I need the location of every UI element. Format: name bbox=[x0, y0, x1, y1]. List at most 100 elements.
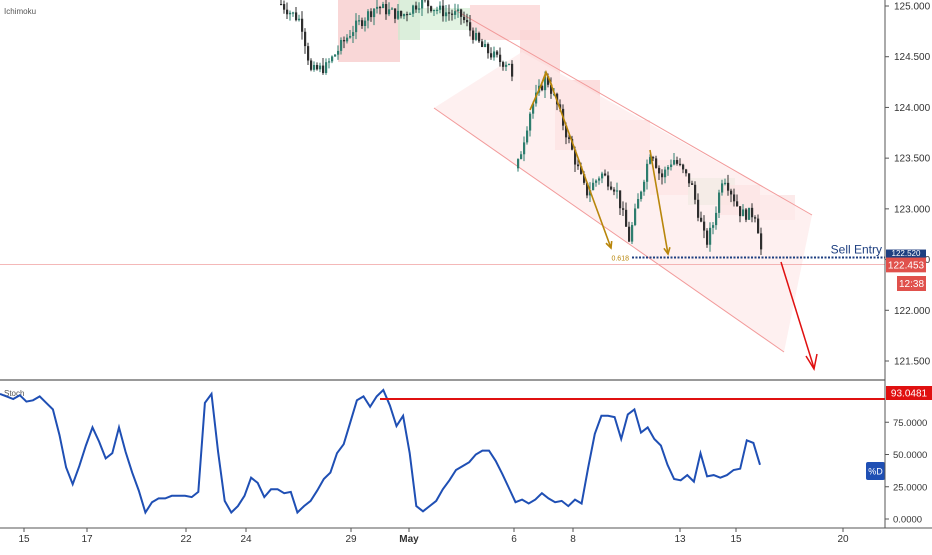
candle-body bbox=[349, 36, 351, 38]
candle-body bbox=[463, 17, 465, 20]
candle-body bbox=[415, 6, 417, 10]
candle-body bbox=[454, 11, 456, 15]
candle-body bbox=[433, 10, 435, 11]
candle-body bbox=[358, 20, 360, 21]
candle-body bbox=[313, 65, 315, 70]
candle-body bbox=[727, 183, 729, 191]
candle-body bbox=[283, 4, 285, 10]
candle-body bbox=[376, 7, 378, 9]
candle-body bbox=[340, 40, 342, 51]
candle-body bbox=[712, 225, 714, 228]
candle-body bbox=[682, 165, 684, 170]
candle-body bbox=[700, 218, 702, 222]
candle-body bbox=[445, 12, 447, 16]
candle-body bbox=[304, 32, 306, 46]
candle-body bbox=[595, 181, 597, 183]
candle-body bbox=[739, 206, 741, 216]
candle-body bbox=[715, 213, 717, 225]
candle-body bbox=[604, 174, 606, 176]
candle-body bbox=[307, 46, 309, 60]
candle-body bbox=[748, 208, 750, 220]
candle-body bbox=[625, 210, 627, 227]
candle-body bbox=[601, 174, 603, 179]
candle-body bbox=[292, 12, 294, 13]
candle-body bbox=[526, 131, 528, 143]
candle-body bbox=[676, 160, 678, 164]
candle-body bbox=[508, 64, 510, 65]
candle-body bbox=[736, 201, 738, 206]
candle-body bbox=[421, 0, 423, 8]
candle-body bbox=[370, 11, 372, 17]
time-tick-label: 15 bbox=[18, 534, 30, 545]
candle-body bbox=[436, 10, 438, 11]
candle-body bbox=[400, 11, 402, 16]
candle-body bbox=[439, 6, 441, 10]
candle-body bbox=[643, 182, 645, 192]
candle-body bbox=[523, 142, 525, 154]
candle-body bbox=[751, 208, 753, 217]
candle-body bbox=[679, 164, 681, 165]
candle-body bbox=[343, 40, 345, 41]
candle-body bbox=[409, 14, 411, 15]
candle-body bbox=[484, 44, 486, 47]
candle-body bbox=[502, 62, 504, 67]
stoch-level-text: 93.0481 bbox=[891, 389, 928, 400]
countdown-text: 12:38 bbox=[899, 279, 924, 290]
candle-body bbox=[616, 190, 618, 191]
candle-body bbox=[406, 14, 408, 15]
candle-body bbox=[460, 9, 462, 16]
price-tick-label: 121.500 bbox=[894, 357, 931, 368]
candle-body bbox=[469, 22, 471, 30]
candle-body bbox=[397, 11, 399, 19]
candle-body bbox=[496, 51, 498, 54]
candle-body bbox=[322, 66, 324, 73]
candle-body bbox=[640, 192, 642, 199]
time-tick-label: 29 bbox=[345, 534, 357, 545]
price-tick-label: 123.000 bbox=[894, 204, 931, 215]
candle-body bbox=[493, 51, 495, 57]
candle-body bbox=[361, 20, 363, 26]
candle-body bbox=[646, 164, 648, 182]
candle-body bbox=[472, 31, 474, 40]
candle-body bbox=[490, 53, 492, 57]
candle-body bbox=[355, 21, 357, 33]
candle-body bbox=[511, 64, 513, 77]
candle-body bbox=[754, 217, 756, 218]
candle-body bbox=[607, 175, 609, 186]
stoch-tick-label: 75.0000 bbox=[893, 418, 927, 429]
candle-body bbox=[691, 183, 693, 185]
candle-body bbox=[655, 158, 657, 168]
stoch-tick-label: 50.0000 bbox=[893, 450, 927, 461]
candle-body bbox=[667, 167, 669, 170]
candle-body bbox=[388, 9, 390, 14]
candle-body bbox=[319, 66, 321, 70]
candle-body bbox=[457, 9, 459, 11]
candle-body bbox=[310, 60, 312, 69]
candle-body bbox=[757, 219, 759, 234]
candle-body bbox=[661, 173, 663, 177]
candle-body bbox=[613, 190, 615, 192]
price-tick-label: 125.000 bbox=[894, 2, 931, 13]
sell-entry-price-text: 122.520 bbox=[892, 249, 921, 258]
time-tick-label: May bbox=[399, 534, 419, 545]
candle-body bbox=[622, 208, 624, 210]
candle-body bbox=[721, 183, 723, 192]
candle-body bbox=[379, 7, 381, 8]
candle-body bbox=[634, 208, 636, 225]
candle-body bbox=[298, 19, 300, 20]
fib-label: 0.618 bbox=[611, 256, 629, 263]
candle-body bbox=[385, 4, 387, 14]
candle-body bbox=[403, 14, 405, 16]
candle-body bbox=[631, 225, 633, 242]
time-tick-label: 13 bbox=[674, 534, 686, 545]
candle-body bbox=[703, 222, 705, 231]
candle-body bbox=[325, 62, 327, 73]
candle-body bbox=[619, 190, 621, 208]
candle-body bbox=[760, 233, 762, 249]
candle-body bbox=[391, 8, 393, 9]
candle-body bbox=[685, 169, 687, 173]
candle-body bbox=[328, 61, 330, 62]
price-tick-label: 122.000 bbox=[894, 306, 931, 317]
